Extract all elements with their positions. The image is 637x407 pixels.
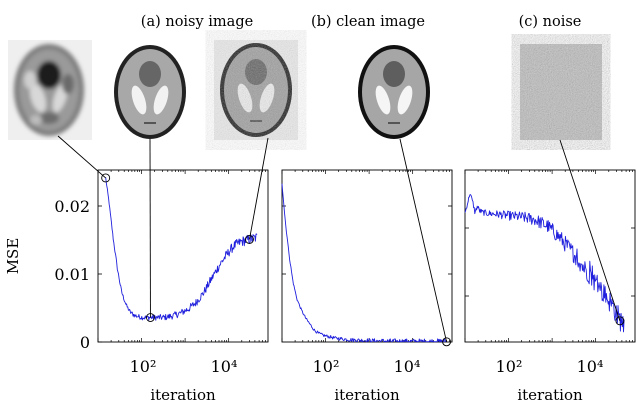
data-marker	[442, 337, 452, 347]
y-tick-label: 0.02	[54, 197, 90, 216]
x-axis-label-a: iteration	[150, 386, 216, 404]
y-ticks-b	[282, 205, 452, 275]
noise-pattern-icon	[520, 44, 602, 140]
y-ticks-c	[465, 227, 635, 297]
x-axis-label-b: iteration	[334, 386, 400, 404]
series-line	[464, 194, 625, 333]
x-tick-label-c-2: 10⁴	[577, 357, 604, 376]
panel-title-b: (b) clean image	[311, 14, 425, 30]
blurry-phantom-icon	[8, 40, 92, 140]
x-tick-label-b-1: 10²	[313, 357, 340, 376]
data-marker	[244, 235, 254, 244]
y-axis-a: 0 0.01 0.02 MSE	[4, 197, 102, 352]
series-line	[105, 177, 258, 321]
connector-line	[249, 137, 269, 240]
connector-line	[559, 139, 621, 321]
panel-title-a: (a) noisy image	[141, 14, 253, 30]
data-marker	[145, 313, 155, 322]
data-marker	[101, 173, 111, 183]
series-line	[281, 183, 447, 343]
panel-title-c: (c) noise	[519, 14, 582, 30]
x-axis-label-c: iteration	[517, 386, 583, 404]
x-tick-label-c-1: 10²	[496, 357, 523, 376]
x-tick-label-a-2: 10⁴	[211, 357, 238, 376]
x-tick-label-b-2: 10⁴	[394, 357, 421, 376]
connector-line	[57, 135, 106, 179]
clean-phantom-icon	[358, 45, 430, 139]
noisy-phantom-icon	[214, 40, 298, 140]
y-tick-label: 0	[80, 333, 90, 352]
smooth-phantom-icon	[114, 45, 186, 139]
data-marker	[615, 316, 625, 326]
x-tick-label-a-1: 10²	[130, 357, 157, 376]
connector-line	[399, 138, 447, 342]
y-axis-label: MSE	[4, 238, 22, 275]
axes-frame-a	[97, 169, 269, 343]
y-tick-label: 0.01	[54, 265, 90, 284]
axes-frame-c	[464, 169, 636, 343]
